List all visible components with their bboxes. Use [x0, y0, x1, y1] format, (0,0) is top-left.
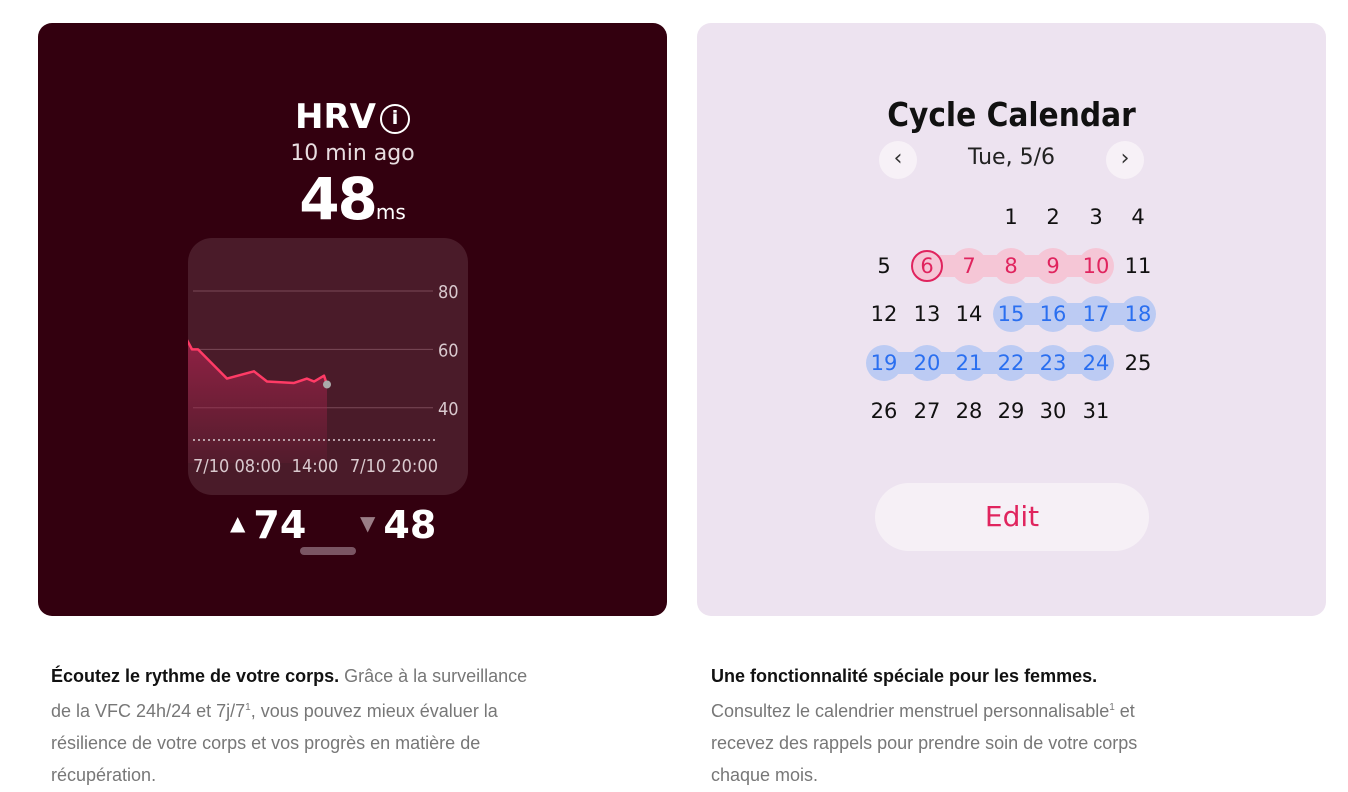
calendar-day[interactable]: 2	[1046, 205, 1060, 229]
calendar-day[interactable]: 15	[993, 296, 1029, 332]
calendar-day[interactable]: 5	[877, 254, 891, 278]
calendar-day[interactable]: 9	[1035, 248, 1071, 284]
calendar-day[interactable]: 21	[951, 345, 987, 381]
calendar-day[interactable]: 20	[909, 345, 945, 381]
calendar-day[interactable]: 16	[1035, 296, 1071, 332]
x-tick-label: 7/10 20:00	[350, 456, 438, 477]
calendar-day[interactable]: 22	[993, 345, 1029, 381]
hrv-value: 48ms	[299, 165, 406, 233]
calendar-day[interactable]: 26	[870, 399, 898, 423]
calendar-title: Cycle Calendar	[887, 95, 1136, 134]
calendar-caption: Une fonctionnalité spéciale pour les fem…	[711, 666, 1138, 785]
x-tick-label: 14:00	[292, 456, 339, 477]
triangle-up-icon: ▲	[230, 511, 246, 535]
calendar-day[interactable]: 18	[1120, 296, 1156, 332]
calendar-day[interactable]: 25	[1124, 351, 1152, 375]
y-tick-label: 40	[438, 399, 459, 420]
calendar-day[interactable]: 31	[1082, 399, 1110, 423]
hrv-chart-svg: 80 60 40 7/10 08:00 14:00 7/10 20:00	[84, 282, 459, 477]
selected-date: Tue, 5/6	[968, 145, 1055, 170]
calendar-day[interactable]: 27	[913, 399, 941, 423]
min-stat: ▼ 48	[360, 503, 437, 547]
calendar-day[interactable]: 8	[993, 248, 1029, 284]
calendar-day[interactable]: 23	[1035, 345, 1071, 381]
hrv-chart: 80 60 40 7/10 08:00 14:00 7/10 20:00	[84, 238, 468, 495]
calendar-day[interactable]: 24	[1078, 345, 1114, 381]
calendar-day[interactable]: 1	[1004, 205, 1018, 229]
edit-button[interactable]: Edit	[875, 483, 1149, 551]
hrv-title: HRV i	[38, 97, 667, 137]
calendar-day[interactable]: 3	[1089, 205, 1103, 229]
max-stat: ▲ 74	[230, 503, 307, 547]
latest-point	[323, 380, 331, 389]
calendar-day[interactable]: 11	[1124, 254, 1152, 278]
calendar-day[interactable]: 13	[913, 302, 941, 326]
scroll-handle[interactable]	[300, 547, 356, 555]
calendar-day-today[interactable]: 6	[911, 250, 943, 282]
cycle-calendar-card: Cycle Calendar ‹ Tue, 5/6 › 1 2 3 4 5 6 7 8 9 10 1…	[697, 23, 1326, 616]
calendar-day[interactable]: 29	[997, 399, 1025, 423]
y-tick-label: 60	[438, 340, 459, 361]
hrv-card: HRV i 10 min ago 48ms 80 60 40 7/10 08:00 14:…	[38, 23, 667, 616]
x-tick-label: 7/10 08:00	[193, 456, 281, 477]
calendar-day[interactable]: 14	[955, 302, 983, 326]
calendar-day[interactable]: 19	[866, 345, 902, 381]
hrv-caption: Écoutez le rythme de votre corps. Grâce …	[51, 666, 528, 785]
chevron-left-icon[interactable]: ‹	[879, 141, 917, 179]
info-icon[interactable]: i	[379, 104, 410, 134]
triangle-down-icon: ▼	[360, 511, 376, 535]
y-tick-label: 80	[438, 282, 459, 303]
calendar-day[interactable]: 30	[1039, 399, 1067, 423]
calendar-day[interactable]: 28	[955, 399, 983, 423]
last-measured: 10 min ago	[290, 141, 415, 166]
calendar-day[interactable]: 17	[1078, 296, 1114, 332]
calendar-day[interactable]: 7	[951, 248, 987, 284]
calendar-day[interactable]: 12	[870, 302, 898, 326]
calendar-day[interactable]: 4	[1131, 205, 1145, 229]
calendar-day[interactable]: 10	[1078, 248, 1114, 284]
chevron-right-icon[interactable]: ›	[1106, 141, 1144, 179]
